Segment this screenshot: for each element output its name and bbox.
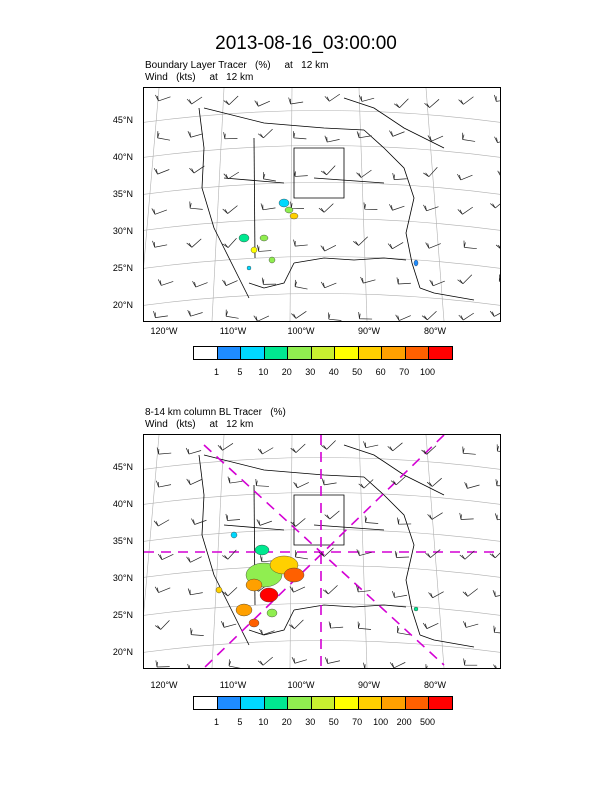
tracer-field xyxy=(238,198,419,271)
panel2-graticule xyxy=(144,435,500,668)
panel1-colorbar-label: 60 xyxy=(375,367,386,377)
panel1-colorbar-label: 1 xyxy=(213,367,219,377)
panel1-colorbar xyxy=(193,346,453,360)
panel1-colorbar-swatch xyxy=(311,347,336,359)
panel2-colorbar-label: 200 xyxy=(396,717,412,727)
page-title: 2013-08-16_03:00:00 xyxy=(215,33,397,54)
panel2-colorbar-label: 100 xyxy=(373,717,389,727)
panel2-colorbar-swatch xyxy=(194,697,218,709)
panel2-lon-label: 110°W xyxy=(219,680,247,690)
panel1-colorbar-label: 50 xyxy=(352,367,363,377)
panel1-colorbar-swatch xyxy=(382,347,406,359)
panel1-wind-label: Wind (kts) at 12 km xyxy=(145,72,254,83)
panel1-colorbar-swatch xyxy=(241,347,265,359)
panel2-map xyxy=(143,434,501,669)
panel1-colorbar-swatch xyxy=(264,347,289,359)
panel1-colorbar-swatch xyxy=(194,347,218,359)
panel2-lat-label: 30°N xyxy=(112,573,133,583)
panel1-map xyxy=(143,87,501,322)
panel2-lat-label: 35°N xyxy=(112,536,133,546)
panel2-colorbar-swatch xyxy=(288,697,312,709)
panel2-colorbar-swatch xyxy=(241,697,265,709)
panel2-lon-label: 100°W xyxy=(287,680,315,690)
panel1-lon-label: 120°W xyxy=(150,326,178,336)
panel2-colorbar-swatch xyxy=(264,697,289,709)
panel1-colorbar-label: 70 xyxy=(399,367,410,377)
panel1-lat-label: 40°N xyxy=(112,152,133,162)
panel2-colorbar-label: 20 xyxy=(281,717,292,727)
panel1-lon-label: 80°W xyxy=(423,326,447,336)
panel1-colorbar-label: 20 xyxy=(281,367,292,377)
panel2-lat-label: 25°N xyxy=(112,610,133,620)
panel2-coastlines xyxy=(198,444,475,648)
panel1-colorbar-label: 40 xyxy=(328,367,339,377)
wind-barbs xyxy=(151,93,500,321)
panel2-colorbar-label: 30 xyxy=(305,717,316,727)
panel1-colorbar-swatch xyxy=(288,347,312,359)
panel2-lat-label: 40°N xyxy=(112,499,133,509)
panel2-colorbar xyxy=(193,696,453,710)
panel1-colorbar-label: 10 xyxy=(258,367,269,377)
panel1-field-label: Boundary Layer Tracer (%) at 12 km xyxy=(145,60,329,71)
panel2-colorbar-swatch xyxy=(311,697,336,709)
panel2-map-graphics xyxy=(144,435,500,668)
panel1-colorbar-swatch xyxy=(335,347,359,359)
panel1-lon-label: 90°W xyxy=(357,326,381,336)
panel2-colorbar-swatch xyxy=(382,697,406,709)
wind-barbs xyxy=(153,440,500,668)
panel1-lat-label: 25°N xyxy=(112,263,133,273)
panel2-colorbar-label: 50 xyxy=(328,717,339,727)
panel2-colorbar-swatch xyxy=(335,697,359,709)
panel2-colorbar-label: 1 xyxy=(213,717,219,727)
panel1-colorbar-swatch xyxy=(217,347,242,359)
panel1-lat-label: 45°N xyxy=(112,115,133,125)
panel2-colorbar-label: 500 xyxy=(420,717,436,727)
panel1-colorbar-swatch xyxy=(405,347,430,359)
panel1-lat-label: 20°N xyxy=(112,300,133,310)
panel2-colorbar-label: 10 xyxy=(258,717,269,727)
panel1-colorbar-swatch xyxy=(429,347,453,359)
panel2-lon-label: 80°W xyxy=(423,680,447,690)
panel1-graticule xyxy=(144,88,500,321)
panel1-lon-label: 110°W xyxy=(219,326,247,336)
tracer-field xyxy=(215,531,419,628)
panel1-lon-label: 100°W xyxy=(287,326,315,336)
panel1-colorbar-label: 100 xyxy=(420,367,436,377)
panel2-lat-label: 20°N xyxy=(112,647,133,657)
panel2-lon-label: 120°W xyxy=(150,680,178,690)
panel2-colorbar-swatch xyxy=(429,697,453,709)
panel1-map-graphics xyxy=(144,88,500,321)
panel1-coastlines xyxy=(198,97,475,301)
panel2-colorbar-swatch xyxy=(217,697,242,709)
panel1-colorbar-swatch xyxy=(358,347,383,359)
panel2-cross-section-lines xyxy=(144,435,500,668)
panel2-field-label: 8-14 km column BL Tracer (%) xyxy=(145,407,286,418)
panel2-colorbar-label: 5 xyxy=(237,717,243,727)
panel1-colorbar-label: 5 xyxy=(237,367,243,377)
panel1-lat-label: 30°N xyxy=(112,226,133,236)
panel2-colorbar-swatch xyxy=(358,697,383,709)
panel2-lat-label: 45°N xyxy=(112,462,133,472)
panel1-colorbar-label: 30 xyxy=(305,367,316,377)
panel1-lat-label: 35°N xyxy=(112,189,133,199)
panel2-wind-label: Wind (kts) at 12 km xyxy=(145,419,254,430)
panel2-colorbar-swatch xyxy=(405,697,430,709)
panel2-lon-label: 90°W xyxy=(357,680,381,690)
panel2-colorbar-label: 70 xyxy=(352,717,363,727)
